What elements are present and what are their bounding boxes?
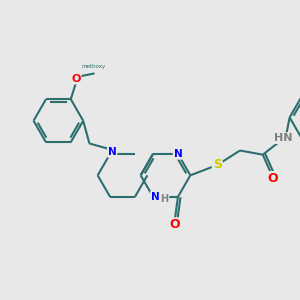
Text: O: O — [268, 172, 278, 185]
Text: methoxy: methoxy — [81, 64, 105, 69]
Text: N: N — [151, 192, 160, 202]
Text: N: N — [108, 147, 116, 157]
Text: N: N — [174, 149, 182, 159]
Text: O: O — [169, 218, 180, 231]
Text: HN: HN — [274, 133, 293, 143]
Text: S: S — [213, 158, 222, 172]
Text: H: H — [160, 194, 169, 204]
Text: O: O — [71, 74, 81, 83]
